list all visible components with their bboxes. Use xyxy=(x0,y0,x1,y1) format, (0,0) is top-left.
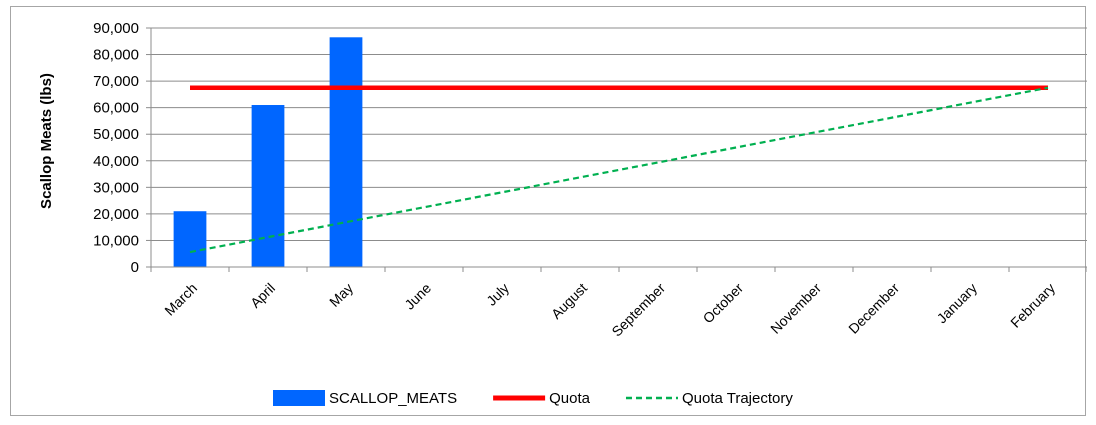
y-tick-label: 20,000 xyxy=(93,206,139,223)
bar xyxy=(329,37,363,267)
bar xyxy=(173,211,207,267)
y-axis-title: Scallop Meats (lbs) xyxy=(38,73,55,209)
x-tick-label: May xyxy=(326,280,356,310)
line-series xyxy=(189,85,1049,254)
legend-label: SCALLOP_MEATS xyxy=(329,390,457,407)
axes: 0 10,000 20,000 30,000 40,000 50,000 60,000 70,… xyxy=(93,20,1088,340)
x-tick-label: January xyxy=(934,280,981,327)
y-tick-label: 70,000 xyxy=(93,73,139,90)
gridlines xyxy=(151,27,1087,241)
legend-label: Quota Trajectory xyxy=(682,390,793,407)
y-tick-label: 90,000 xyxy=(93,20,139,37)
x-tick-label: February xyxy=(1007,280,1058,331)
legend: SCALLOP_MEATS Quota Quota Trajectory xyxy=(273,390,793,407)
x-tick-label: October xyxy=(700,280,747,327)
x-tick-label: March xyxy=(161,280,200,319)
y-tick-label: 30,000 xyxy=(93,179,139,196)
bar-series xyxy=(173,37,363,267)
x-tick-label: April xyxy=(247,280,278,311)
y-tick-label: 40,000 xyxy=(93,153,139,170)
x-tick-label: August xyxy=(548,280,590,322)
x-tick-label: November xyxy=(767,280,824,337)
chart-frame: 0 10,000 20,000 30,000 40,000 50,000 60,000 70,… xyxy=(10,6,1088,416)
y-tick-label: 0 xyxy=(131,259,139,276)
bar xyxy=(251,105,285,267)
x-tick-label: July xyxy=(483,280,512,309)
series-line xyxy=(189,86,1049,254)
y-tick-label: 50,000 xyxy=(93,126,139,143)
y-tick-label: 60,000 xyxy=(93,100,139,117)
y-tick-label: 10,000 xyxy=(93,232,139,249)
scallop-meats-chart: 0 10,000 20,000 30,000 40,000 50,000 60,000 70,… xyxy=(38,20,1088,407)
legend-swatch xyxy=(273,390,325,406)
legend-label: Quota xyxy=(549,390,591,407)
x-tick-label: June xyxy=(401,280,434,313)
y-tick-label: 80,000 xyxy=(93,47,139,64)
x-tick-label: December xyxy=(845,280,902,337)
x-tick-label: September xyxy=(608,280,668,340)
